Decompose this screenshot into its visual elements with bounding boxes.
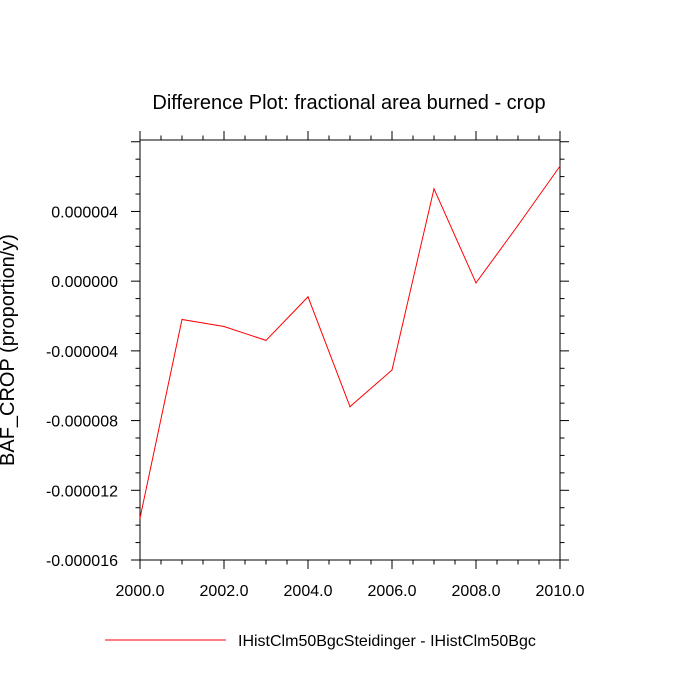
data-point	[517, 224, 519, 226]
legend-label: IHistClm50BgcSteidinger - IHistClm50Bgc	[238, 633, 536, 650]
data-point	[391, 369, 393, 371]
x-tick-label: 2004.0	[284, 583, 333, 600]
data-point	[265, 339, 267, 342]
y-axis-label: BAF_CROP (proportion/y)	[0, 234, 19, 466]
x-tick-label: 2006.0	[368, 583, 417, 600]
data-point	[307, 296, 309, 298]
data-point	[223, 325, 225, 328]
y-tick-label: -0.000004	[46, 344, 118, 361]
y-tick-label: -0.000016	[46, 553, 118, 570]
data-point	[181, 318, 183, 321]
chart-title: Difference Plot: fractional area burned …	[152, 92, 545, 114]
series-line	[139, 165, 561, 519]
y-tick-label: -0.000012	[46, 483, 118, 500]
plot-area: 2000.0 2002.0 2004.0 2006.0 2008.0 2010.0 -0.0…	[46, 131, 585, 600]
y-tick-label: 0.000004	[51, 204, 118, 221]
x-tick-label: 2010.0	[536, 583, 585, 600]
plot-frame	[139, 139, 561, 561]
data-point	[475, 282, 477, 284]
x-tick-label: 2008.0	[452, 583, 501, 600]
x-tick-label: 2000.0	[116, 583, 165, 600]
y-tick-label: 0.000000	[51, 274, 118, 291]
y-tick-label: -0.000008	[46, 414, 118, 431]
data-point	[433, 188, 435, 190]
data-point	[559, 165, 561, 167]
legend: IHistClm50BgcSteidinger - IHistClm50Bgc	[105, 633, 536, 650]
x-tick-label: 2002.0	[200, 583, 249, 600]
data-point	[139, 517, 141, 519]
data-point	[349, 406, 351, 408]
